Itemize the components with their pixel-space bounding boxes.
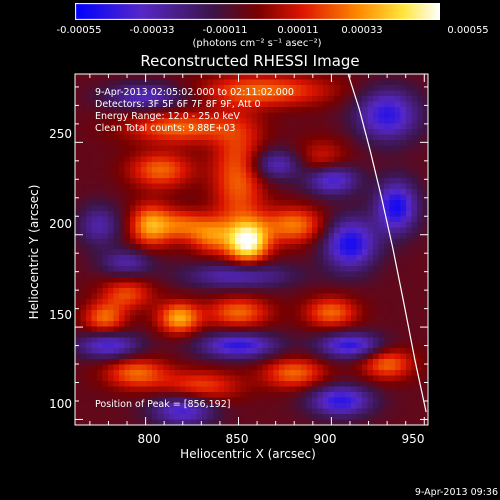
y-tick-label-250: 250 xyxy=(49,127,72,141)
y-tick-label-150: 150 xyxy=(49,308,72,322)
chart-title: Reconstructed RHESSI Image xyxy=(140,52,360,70)
colorbar-tick-5: 0.00033 xyxy=(341,25,383,36)
peak-position-label: Position of Peak = [856,192] xyxy=(95,399,231,410)
y-axis-label: Heliocentric Y (arcsec) xyxy=(27,184,41,320)
y-tick-label-100: 100 xyxy=(49,397,72,411)
colorbar-tick-1: -0.00055 xyxy=(56,25,102,36)
detectors-label: Detectors: 3F 5F 6F 7F 8F 9F, Att 0 xyxy=(95,99,261,110)
x-axis-label: Heliocentric X (arcsec) xyxy=(180,447,316,461)
y-tick-label-200: 200 xyxy=(49,217,72,231)
colorbar-tick-6: 0.00055 xyxy=(447,25,489,36)
timestamp-footer: 9-Apr-2013 09:36 xyxy=(414,487,498,498)
time-range-label: 9-Apr-2013 02:05:02.000 to 02:11:02.000 xyxy=(95,87,294,98)
heatmap-image xyxy=(75,74,428,425)
x-tick-label-850: 850 xyxy=(225,432,249,446)
colorbar-tick-4: 0.00011 xyxy=(277,25,319,36)
colorbar-tick-3: -0.00011 xyxy=(202,25,248,36)
solar-limb-line xyxy=(347,73,427,413)
x-tick-label-800: 800 xyxy=(137,432,161,446)
energy-range-label: Energy Range: 12.0 - 25.0 keV xyxy=(95,111,240,122)
colorbar-tick-2: -0.00033 xyxy=(129,25,175,36)
colorbar-units: (photons cm⁻² s⁻¹ asec⁻²) xyxy=(192,38,322,49)
x-tick-label-900: 900 xyxy=(313,432,337,446)
plot-frame xyxy=(74,73,429,426)
clean-counts-label: Clean Total counts: 9.88E+03 xyxy=(95,123,236,134)
x-tick-label-950: 950 xyxy=(401,432,425,446)
colorbar xyxy=(75,3,440,20)
